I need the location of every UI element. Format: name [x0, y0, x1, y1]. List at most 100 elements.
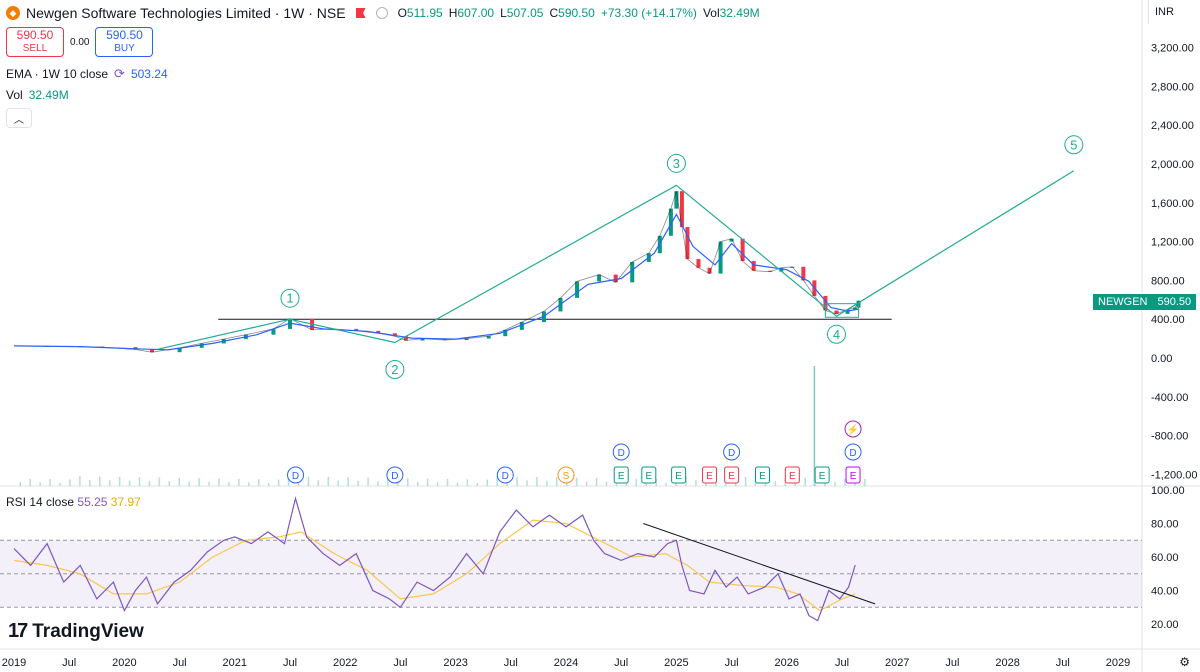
lightning-label: ⚡	[847, 423, 859, 436]
event-dividend-icon	[496, 466, 514, 484]
collapse-legend-button[interactable]: ︿	[6, 108, 32, 128]
volume-bar	[695, 479, 697, 486]
price-candle	[541, 311, 546, 323]
volume-bar	[277, 479, 280, 486]
symbol-title[interactable]: Newgen Software Technologies Limited · 1…	[26, 5, 346, 21]
event-label: E	[789, 471, 796, 482]
price-candle	[718, 241, 723, 274]
buy-label: BUY	[114, 43, 135, 54]
sell-button[interactable]: 590.50 SELL	[6, 27, 64, 57]
volume-bar	[208, 481, 210, 486]
price-candle	[177, 347, 182, 353]
volume-bar	[536, 476, 538, 486]
refresh-icon[interactable]: ⟳	[114, 66, 125, 81]
price-tag-value: 590.50	[1152, 294, 1197, 310]
sell-price: 590.50	[16, 28, 54, 42]
time-axis-tick: Jul	[504, 657, 518, 669]
volume-bar	[844, 478, 846, 486]
time-axis-tick: 2019	[2, 657, 26, 669]
price-candle	[45, 345, 50, 347]
event-earn-down-icon	[724, 466, 740, 484]
event-dividend-icon	[844, 443, 862, 461]
price-candle	[519, 322, 524, 330]
price-candle	[674, 191, 679, 209]
currency-selector[interactable]: INR	[1148, 0, 1196, 24]
volume-bar	[158, 477, 161, 486]
volume-bar	[29, 478, 31, 486]
time-axis-tick: Jul	[945, 657, 959, 669]
volume-legend[interactable]: Vol 32.49M	[6, 88, 69, 102]
volume-bar	[367, 477, 369, 486]
buy-button[interactable]: 590.50 BUY	[95, 27, 154, 57]
price-candle	[420, 338, 425, 341]
wave-marker	[385, 359, 405, 379]
price-candle	[271, 328, 276, 335]
time-axis-tick: Jul	[614, 657, 628, 669]
price-candle	[221, 339, 226, 344]
volume-legend-value: 32.49M	[28, 88, 69, 102]
volume-bar	[655, 479, 657, 486]
price-candle	[768, 270, 773, 272]
volume-bar	[397, 481, 399, 486]
volume-bar	[744, 477, 747, 486]
volume-bar	[754, 480, 757, 486]
time-axis-tick: 2026	[775, 657, 799, 669]
volume-bar	[347, 477, 349, 486]
volume-bar	[665, 482, 667, 486]
flag-icon[interactable]	[355, 8, 366, 18]
close-value: 590.50	[558, 6, 595, 20]
market-status-icon	[375, 7, 388, 19]
price-axis-tick: 1,600.00	[1151, 198, 1194, 210]
price-candle	[740, 238, 745, 261]
volume-bar	[118, 476, 121, 486]
volume-bar	[287, 476, 290, 486]
event-label: S	[563, 471, 570, 482]
volume-bar	[49, 479, 51, 486]
price-candle	[310, 318, 315, 330]
time-axis-tick: Jul	[725, 657, 739, 669]
price-candle	[199, 343, 204, 348]
event-earn-down-icon	[702, 466, 718, 484]
rsi-axis-tick: 80.00	[1151, 519, 1179, 531]
volume-bar	[575, 477, 578, 486]
volume-bar	[466, 479, 469, 486]
volume-bar	[605, 481, 608, 486]
rsi-legend[interactable]: RSI 14 close 55.25 37.97	[6, 495, 141, 509]
volume-bar	[178, 477, 180, 486]
time-axis-tick: Jul	[835, 657, 849, 669]
event-earn-up-icon	[814, 466, 830, 484]
volume-value: 32.49M	[719, 6, 760, 20]
low-value: 507.05	[506, 6, 544, 20]
rsi-axis-tick: 60.00	[1151, 552, 1179, 564]
time-axis-tick: Jul	[1056, 657, 1070, 669]
tradingview-watermark: 17 TradingView	[8, 620, 144, 643]
time-axis-tick: 2021	[223, 657, 247, 669]
price-candle	[790, 266, 795, 268]
price-candle	[707, 267, 712, 274]
gear-icon[interactable]: ⚙	[1179, 655, 1190, 669]
volume-bar	[267, 482, 270, 486]
price-candle	[646, 253, 651, 262]
volume-bar	[546, 480, 548, 486]
event-earn-up-icon	[613, 466, 629, 484]
price-candle	[100, 346, 105, 348]
price-candle	[78, 346, 83, 348]
volume-bar	[387, 477, 389, 486]
volume-bar	[486, 479, 489, 486]
rsi-band-fill	[0, 540, 1142, 608]
rsi-label: RSI 14 close	[6, 495, 75, 509]
volume-bar	[585, 481, 588, 486]
event-earn-future-icon	[845, 466, 861, 484]
volume-bar	[685, 476, 687, 486]
volume-legend-label: Vol	[6, 88, 23, 102]
ema-legend[interactable]: EMA · 1W 10 close ⟳ 503.24	[6, 66, 168, 82]
event-dividend-icon	[612, 443, 630, 461]
event-label: E	[850, 471, 857, 482]
price-candle	[442, 338, 447, 341]
wave-label: 2	[391, 362, 398, 377]
rsi-ma-value: 37.97	[110, 495, 141, 509]
volume-bar	[407, 478, 409, 486]
volume-bar	[337, 480, 339, 486]
volume-bar	[645, 482, 647, 486]
